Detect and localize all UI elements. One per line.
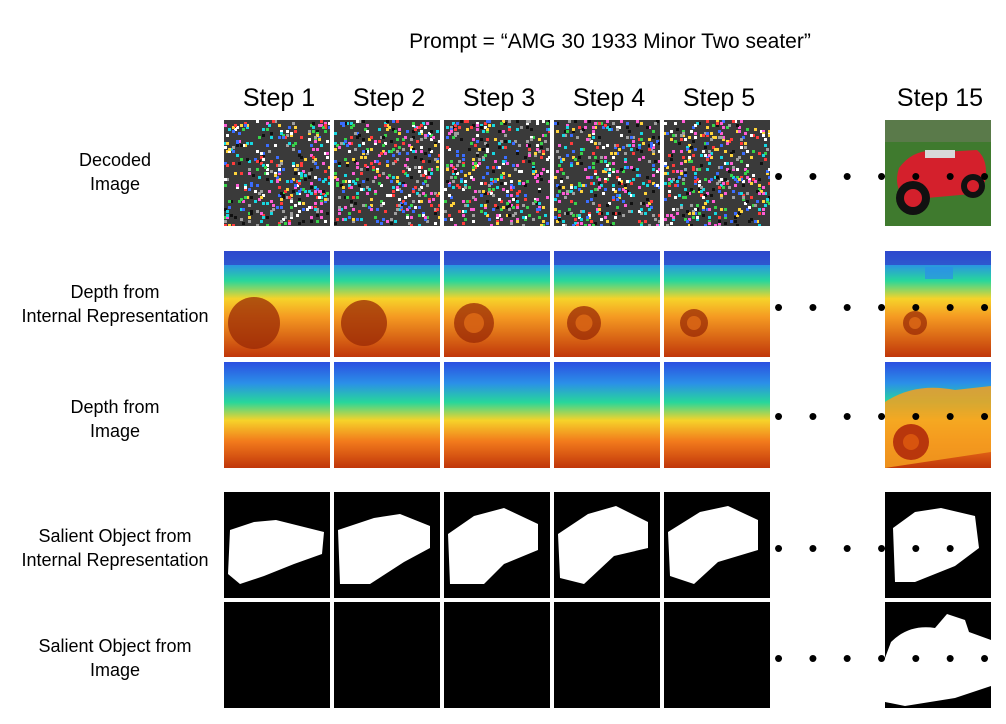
step-label-3: Step 3 [462,84,536,112]
step-label-2: Step 2 [352,84,426,112]
noise-tile [554,120,660,226]
depth-image-tile [664,362,770,468]
row-label-depth-internal: Depth from Internal Representation [21,282,209,326]
prompt-title: Prompt = “AMG 30 1933 Minor Two seater” [409,30,811,53]
step-label-15: Step 15 [896,84,984,112]
depth-image-tile [224,362,330,468]
step-label-4: Step 4 [572,84,646,112]
salient-image-tile [885,602,991,708]
depth-image-tile [334,362,440,468]
noise-tile [444,120,550,226]
row-label-salient-image: Salient Object from Image [38,636,192,680]
salient-internal-tile [334,492,440,598]
depth-internal-tile [664,251,770,357]
ellipsis-dots: • • • • • • • [774,161,999,191]
salient-image-tile [554,602,660,708]
salient-image-tile [334,602,440,708]
salient-internal-tile [224,492,330,598]
depth-internal-tile [885,251,991,357]
depth-image-tile [885,362,991,468]
step-label-5: Step 5 [682,84,756,112]
depth-internal-tile [554,251,660,357]
salient-internal-tile [664,492,770,598]
salient-internal-tile [444,492,550,598]
depth-internal-tile [444,251,550,357]
ellipsis-dots: • • • • • • • [774,533,999,563]
ellipsis-dots: • • • • • • • [774,292,999,322]
salient-image-tile [444,602,550,708]
depth-internal-tile [334,251,440,357]
salient-internal-tile [554,492,660,598]
depth-internal-tile [224,251,330,357]
salient-image-tile [224,602,330,708]
ellipsis-dots: • • • • • • • [774,401,999,431]
row-label-salient-internal: Salient Object from Internal Representati… [21,526,209,570]
noise-tile [885,120,991,226]
salient-internal-tile [885,492,991,598]
salient-image-tile [664,602,770,708]
noise-tile [334,120,440,226]
row-label-decoded-image: Decoded Image [78,150,152,194]
depth-image-tile [554,362,660,468]
row-label-depth-image: Depth from Image [70,397,160,441]
noise-tile [664,120,770,226]
depth-image-tile [444,362,550,468]
ellipsis-dots: • • • • • • • [774,643,999,673]
step-label-1: Step 1 [242,84,316,112]
noise-tile [224,120,330,226]
